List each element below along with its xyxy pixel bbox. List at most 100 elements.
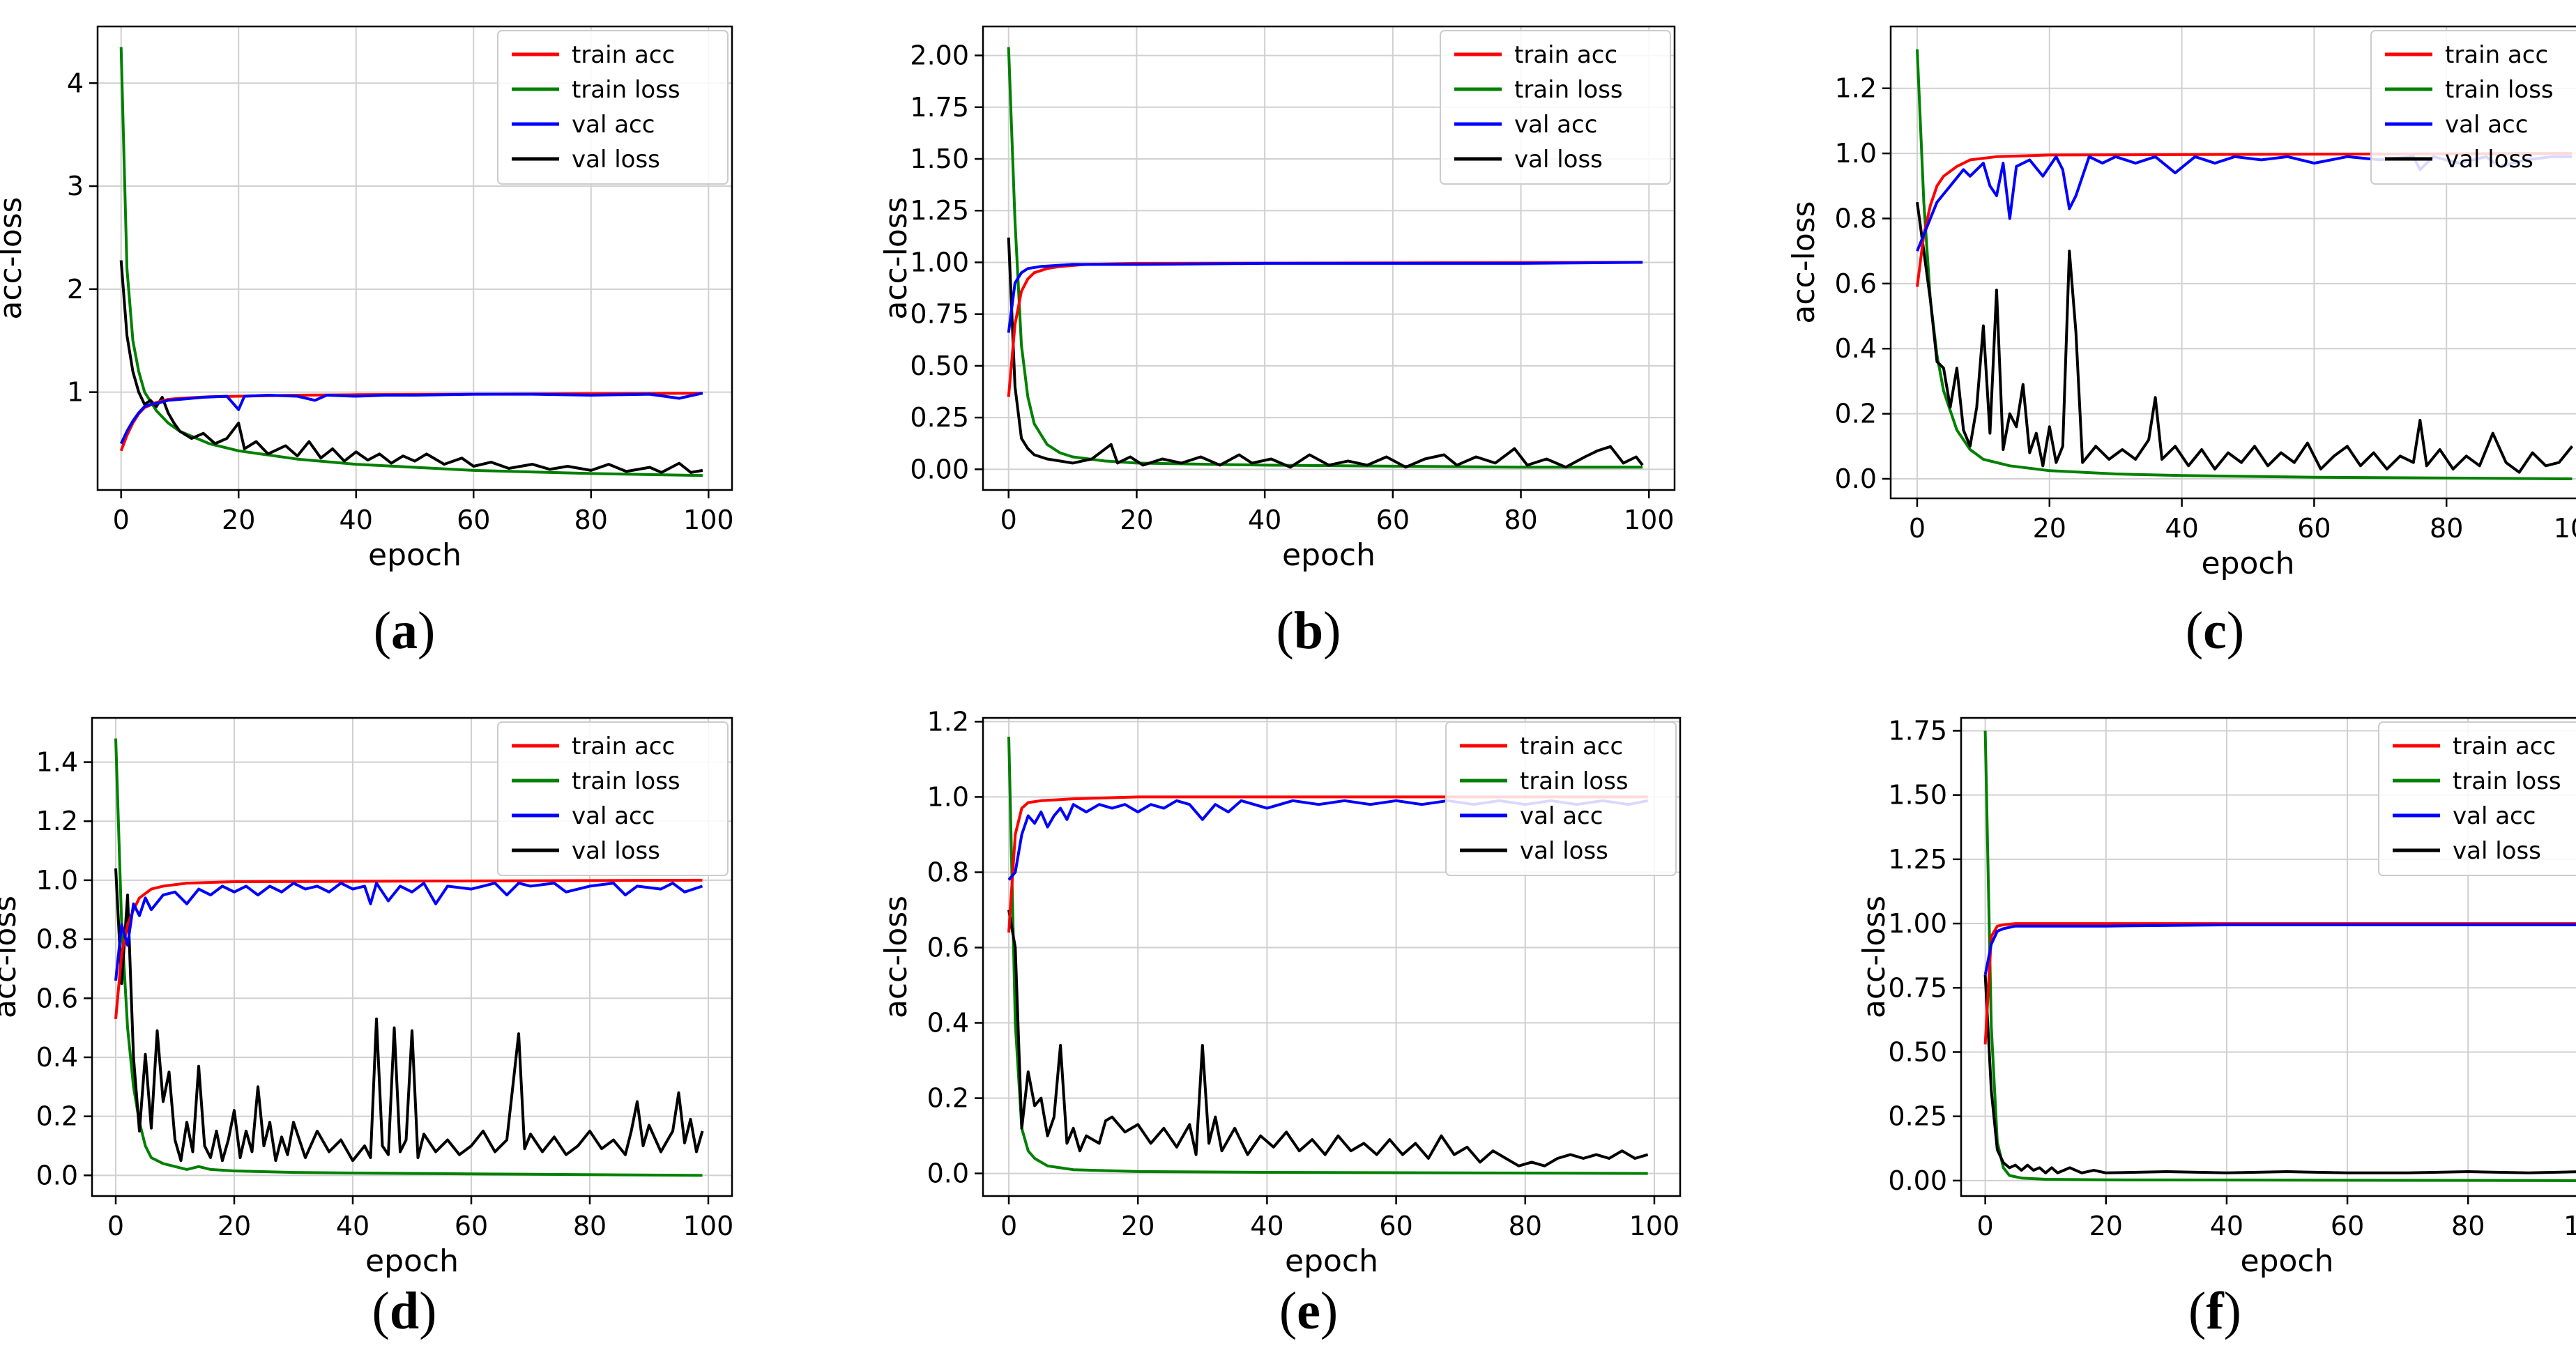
y-tick-label: 0.8 (927, 857, 969, 887)
plot-frame-e (982, 717, 1682, 1197)
y-tick-label: 1.00 (910, 247, 969, 277)
legend-label-val-acc: val acc (2453, 802, 2536, 830)
y-tick-label: 0.6 (1835, 268, 1877, 299)
series-line-val-acc-f (1983, 923, 2576, 976)
legend-label-val-loss: val loss (2445, 146, 2533, 174)
x-tick-label: 60 (1379, 1211, 1412, 1241)
x-tick-label: 60 (455, 1211, 488, 1241)
legend-label-train-acc: train acc (1514, 41, 1617, 69)
series-line-val-acc-d (114, 882, 703, 981)
legend-label-train-loss: train loss (2453, 767, 2561, 795)
legend-label-train-acc: train acc (572, 733, 675, 760)
legend-box (1440, 30, 1671, 185)
legend-label-val-acc: val acc (572, 111, 655, 139)
series-line-val-acc-a (119, 392, 703, 445)
y-axis-label-f: acc-loss (1857, 896, 1892, 1018)
legend-box (2370, 30, 2576, 185)
panel-label-f: f (2206, 1282, 2224, 1340)
y-tick-label: 0.2 (927, 1083, 969, 1114)
x-axis-label-b: epoch (1282, 537, 1375, 573)
x-tick-label: 100 (2563, 1211, 2576, 1241)
series-line-val-loss-f (1983, 974, 2576, 1174)
y-tick-label: 0.0 (927, 1158, 969, 1189)
panel-label-d: d (389, 1282, 420, 1340)
panel-label-c: c (2203, 601, 2227, 660)
y-axis-label-b: acc-loss (878, 197, 914, 319)
x-axis-label-d: epoch (365, 1243, 459, 1279)
legend-label-train-acc: train acc (2453, 733, 2556, 760)
chart-panel-b: 0 20 40 60 80 100 0.00 0.25 0.50 0.75 1.00 1.25 1.50… (878, 25, 1676, 573)
series-line-train-acc-e (1007, 795, 1648, 933)
x-tick-label: 0 (1000, 1211, 1017, 1241)
y-tick-label: 0.4 (1835, 333, 1877, 364)
x-tick-label: 60 (2297, 513, 2331, 544)
x-tick-label: 20 (218, 1211, 251, 1241)
x-tick-label: 0 (1000, 505, 1017, 535)
x-tick-label: 60 (1376, 505, 1410, 535)
panel-caption-a: (a) (373, 601, 436, 660)
panel-label-b: b (1293, 601, 1324, 660)
panel-caption-c: (c) (2185, 601, 2245, 660)
y-axis-label-e: acc-loss (878, 896, 914, 1018)
x-tick-label: 100 (683, 1211, 734, 1241)
legend-f: train acc train loss val acc val loss (2378, 721, 2576, 876)
y-tick-label: 1.25 (1888, 844, 1947, 875)
y-tick-label: 2.00 (910, 40, 969, 71)
legend-box (497, 30, 729, 185)
y-tick-label: 0.6 (36, 983, 78, 1013)
legend-label-train-loss: train loss (1514, 76, 1623, 104)
legend-box (1445, 721, 1677, 876)
y-tick-label: 1.0 (36, 865, 78, 896)
x-tick-label: 100 (683, 505, 734, 535)
x-tick-label: 100 (1624, 505, 1675, 535)
legend-label-train-acc: train acc (572, 41, 675, 69)
legend-c: train acc train loss val acc val loss (2370, 30, 2576, 185)
plot-frame-b (982, 25, 1676, 491)
series-line-train-loss-b (1007, 47, 1643, 469)
x-tick-label: 40 (1250, 1211, 1283, 1241)
legend-label-train-acc: train acc (1520, 733, 1623, 760)
legend-label-train-loss: train loss (1520, 767, 1629, 795)
x-tick-label: 0 (113, 505, 130, 535)
x-tick-label: 20 (2033, 513, 2066, 544)
y-tick-label: 0.75 (910, 299, 969, 330)
x-tick-label: 40 (1248, 505, 1281, 535)
y-tick-label: 1.50 (910, 144, 969, 174)
x-tick-label: 40 (2165, 513, 2198, 544)
y-tick-label: 0.75 (1888, 972, 1947, 1003)
y-tick-label: 0.6 (927, 932, 969, 963)
legend-box (497, 721, 729, 876)
y-tick-label: 1.4 (36, 747, 78, 778)
legend-label-val-acc: val acc (1520, 802, 1603, 830)
y-tick-label: 1.00 (1888, 908, 1947, 939)
series-line-val-loss-c (1916, 201, 2574, 474)
legend-label-val-loss: val loss (1514, 146, 1603, 174)
series-line-train-acc-c (1916, 152, 2573, 287)
panel-label-e: e (1297, 1282, 1320, 1340)
legend-label-train-loss: train loss (572, 767, 680, 795)
y-tick-label: 0.25 (910, 402, 969, 433)
x-tick-label: 80 (573, 1211, 607, 1241)
y-tick-label: 0.0 (1835, 463, 1877, 494)
chart-panel-d: 0 20 40 60 80 100 0.0 0.2 0.4 0.6 0.8 1.0 1.2 1.4 epoc… (0, 717, 734, 1279)
x-tick-label: 80 (1509, 1211, 1542, 1241)
legend-label-val-loss: val loss (572, 146, 660, 174)
y-tick-label: 0.50 (1888, 1036, 1947, 1067)
plot-frame-f (1960, 717, 2576, 1197)
y-tick-label: 2 (67, 274, 84, 305)
y-tick-label: 1 (67, 377, 84, 408)
x-tick-label: 20 (2089, 1211, 2123, 1241)
x-tick-label: 100 (2554, 513, 2576, 544)
y-tick-label: 1.50 (1888, 780, 1947, 811)
x-tick-label: 80 (2430, 513, 2463, 544)
legend-label-train-loss: train loss (2445, 76, 2554, 104)
legend-label-val-loss: val loss (572, 837, 660, 865)
series-line-val-loss-b (1007, 237, 1644, 469)
y-tick-label: 0.8 (1835, 203, 1877, 233)
series-line-train-acc-f (1983, 922, 2576, 1045)
chart-panel-f: 0 20 40 60 80 100 0.00 0.25 0.50 0.75 1.00 1.25 1.50… (1857, 715, 2576, 1279)
y-tick-label: 0.4 (36, 1042, 78, 1073)
x-tick-label: 20 (1121, 1211, 1154, 1241)
y-tick-label: 0.25 (1888, 1101, 1947, 1132)
